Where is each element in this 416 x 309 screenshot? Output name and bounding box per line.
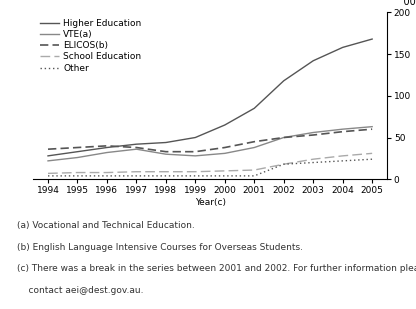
X-axis label: Year(c): Year(c)	[195, 198, 225, 207]
Text: contact aei@dest.gov.au.: contact aei@dest.gov.au.	[17, 286, 143, 295]
Y-axis label: '000: '000	[401, 0, 416, 7]
Text: (b) English Language Intensive Courses for Overseas Students.: (b) English Language Intensive Courses f…	[17, 243, 303, 252]
Legend: Higher Education, VTE(a), ELICOS(b), School Education, Other: Higher Education, VTE(a), ELICOS(b), Sch…	[38, 17, 143, 74]
Text: (c) There was a break in the series between 2001 and 2002. For further informati: (c) There was a break in the series betw…	[17, 264, 416, 273]
Text: (a) Vocational and Technical Education.: (a) Vocational and Technical Education.	[17, 221, 194, 230]
